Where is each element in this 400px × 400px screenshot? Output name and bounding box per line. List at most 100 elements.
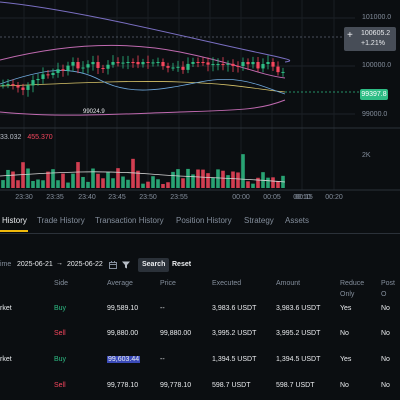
calendar-icon[interactable] (109, 261, 117, 269)
price-axis-label: 100000.0 (362, 62, 392, 69)
candle-body (186, 63, 190, 70)
volume-bar (236, 172, 240, 188)
filter-bar: ime 2025-06-21 → 2025-06-22 Search Reset (0, 258, 400, 274)
price-cell: 99,778.10 (160, 382, 192, 389)
candle-body (196, 62, 200, 63)
candle-body (166, 66, 170, 68)
tab-assets[interactable]: Assets (285, 216, 310, 225)
volume-bar (241, 154, 245, 188)
last-price-box[interactable]: + 100605.2 +1.21% (344, 27, 396, 51)
search-button[interactable]: Search (138, 258, 170, 272)
tab-history[interactable]: History (2, 216, 27, 225)
low-price-marker: 99024.9 (83, 109, 105, 115)
tab-strategy[interactable]: Strategy (244, 216, 274, 225)
candle-body (111, 62, 115, 65)
reduce-only-cell: Yes (340, 356, 352, 363)
moving-average-line (0, 1, 291, 63)
volume-bar (276, 181, 280, 188)
volume-bar (231, 171, 235, 188)
volume-bar (151, 176, 155, 188)
volume-bar (111, 178, 115, 188)
average-cell: 99,880.00 (107, 330, 139, 337)
volume-bar (71, 173, 75, 188)
executed-cell: 3,995.2 USDT (212, 330, 257, 337)
candle-body (221, 64, 225, 66)
candle-body (1, 84, 5, 86)
volume-bar (271, 177, 275, 188)
candle-body (241, 62, 245, 67)
ema-line (0, 70, 286, 95)
volume-bar (131, 158, 135, 188)
active-tab-indicator (0, 230, 28, 232)
average-cell: 99,589.10 (107, 305, 139, 312)
tab-transaction-history[interactable]: Transaction History (95, 216, 164, 225)
amount-cell: 3,983.6 USDT (276, 305, 321, 312)
volume-bar (21, 162, 25, 188)
tab-position-history[interactable]: Position History (176, 216, 232, 225)
volume-bar (141, 183, 145, 188)
time-filter-label: ime (0, 261, 12, 268)
date-to-input[interactable]: 2025-06-22 (67, 261, 103, 268)
time-axis-tick: 23:30 (15, 194, 33, 201)
candle-body (156, 62, 160, 63)
table-row[interactable]: Sell 99,880.00 99,880.00 3,995.2 USDT 3,… (0, 323, 400, 345)
candle-body (276, 66, 280, 73)
candle-body (116, 62, 120, 64)
volume-bar (246, 181, 250, 188)
candle-body (281, 71, 285, 73)
reduce-only-cell: Yes (340, 305, 352, 312)
volume-bar (121, 176, 125, 188)
add-alert-icon[interactable]: + (347, 30, 353, 41)
date-from-input[interactable]: 2025-06-21 (17, 261, 53, 268)
order-tabs: History Trade History Transaction Histor… (0, 206, 400, 234)
tab-trade-history[interactable]: Trade History (37, 216, 85, 225)
table-row[interactable]: rket Buy 99,603.44 -- 1,394.5 USDT 1,394… (0, 349, 400, 371)
side-cell: Sell (54, 330, 66, 337)
time-axis-tick: 23:45 (108, 194, 126, 201)
volume-value-b: 455.370 (27, 134, 53, 141)
amount-cell: 598.7 USDT (276, 382, 315, 389)
table-row[interactable]: Sell 99,778.10 99,778.10 598.7 USDT 598.… (0, 375, 400, 397)
column-header-side: Side (54, 280, 69, 287)
volume-bar (46, 171, 50, 188)
volume-bar (146, 181, 150, 188)
amount-cell: 3,995.2 USDT (276, 330, 321, 337)
volume-bar (256, 177, 260, 188)
price-chart[interactable]: 101000.0 + 100605.2 +1.21% 100000.0 9939… (0, 0, 400, 203)
candle-body (66, 65, 70, 71)
candle-body (181, 66, 185, 70)
volume-bar (86, 181, 90, 188)
candle-body (206, 62, 210, 65)
post-only-cell: No (381, 330, 390, 337)
executed-cell: 1,394.5 USDT (212, 356, 257, 363)
average-cell-selected[interactable]: 99,603.44 (107, 356, 141, 363)
time-axis-tick: 23:55 (170, 194, 188, 201)
volume-bar (26, 168, 30, 188)
column-header-executed: Executed (212, 280, 242, 287)
volume-bar (191, 174, 195, 188)
bollinger-upper-band (0, 44, 286, 79)
post-only-cell: No (381, 305, 390, 312)
volume-bar (221, 170, 225, 188)
table-row[interactable]: rket Buy 99,589.10 -- 3,983.6 USDT 3,983… (0, 298, 400, 320)
side-cell: Sell (54, 382, 66, 389)
current-price-tag: 99397.8 (360, 89, 388, 100)
candle-body (216, 64, 220, 66)
candle-body (236, 65, 240, 67)
volume-bar (31, 180, 35, 188)
price-cell: 99,880.00 (160, 330, 192, 337)
volume-bar (96, 173, 100, 188)
time-axis-tick: 00:10 (293, 194, 311, 201)
order-type-cell: rket (0, 305, 12, 312)
reduce-only-cell: No (340, 382, 349, 389)
side-cell: Buy (54, 305, 67, 312)
volume-value-a: 33.032 (0, 134, 22, 141)
volume-bar (116, 168, 120, 188)
volume-bar (66, 182, 70, 188)
filter-icon[interactable] (122, 261, 130, 269)
time-axis-tick: 00:00 (232, 194, 250, 201)
candle-body (231, 63, 235, 66)
candlestick-chart-canvas[interactable] (0, 0, 400, 203)
reset-button[interactable]: Reset (172, 261, 192, 268)
column-header-reduce-only: Reduce Only (340, 280, 365, 298)
